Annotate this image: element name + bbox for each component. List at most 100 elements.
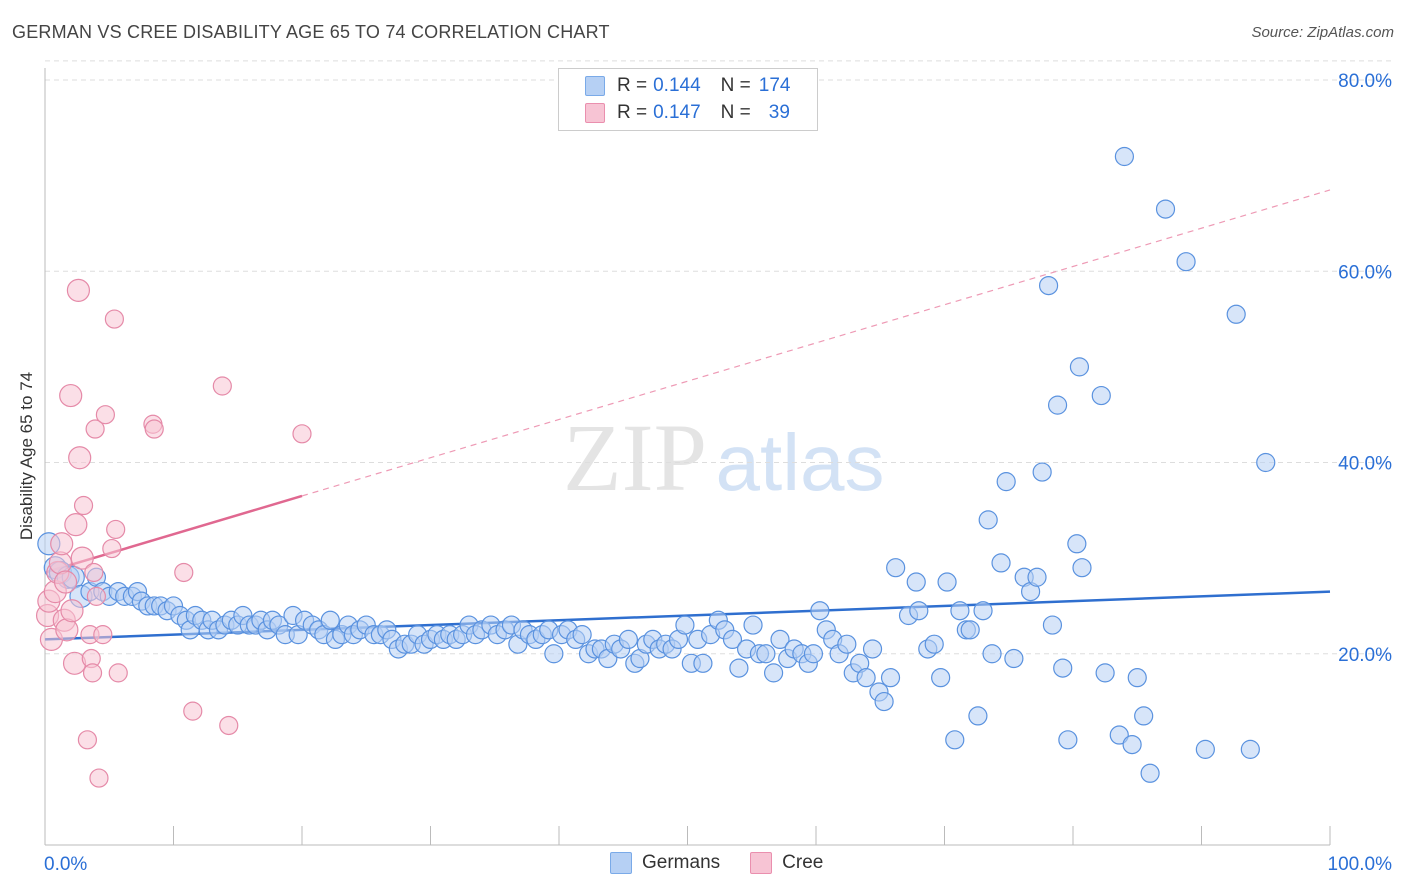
point-cree	[77, 730, 98, 750]
axes	[44, 68, 1331, 846]
point-germans	[320, 610, 340, 630]
point-germans	[1122, 734, 1142, 755]
bottom-legend-swatch-germans	[610, 852, 632, 874]
trend-line-cree-extension	[301, 189, 1331, 497]
point-cree	[84, 562, 104, 583]
point-germans	[756, 644, 776, 664]
x-tick-label-max: 100.0%	[1328, 854, 1393, 875]
point-germans	[973, 601, 993, 621]
points-cree	[35, 278, 312, 788]
legend-box: R = 0.144 N = 174 R = 0.147 N = 39	[558, 68, 818, 131]
legend-swatch-cree	[585, 103, 605, 123]
legend-n-label: N =	[720, 75, 751, 96]
point-germans	[978, 510, 998, 530]
point-germans	[1067, 534, 1087, 554]
point-germans	[874, 691, 894, 712]
point-germans	[1134, 706, 1154, 726]
point-germans	[1027, 567, 1047, 587]
point-cree	[292, 424, 312, 444]
point-cree	[85, 419, 105, 439]
legend-swatch-germans	[585, 76, 605, 96]
point-germans	[968, 706, 988, 726]
point-cree	[174, 562, 194, 583]
point-germans	[1155, 199, 1176, 219]
bottom-legend-swatch-cree	[750, 852, 773, 874]
legend-r-label: R =	[617, 75, 648, 96]
point-cree	[89, 768, 109, 788]
point-cree	[183, 701, 203, 721]
legend-n-label: N =	[720, 102, 751, 123]
grid-lines	[45, 60, 1392, 655]
x-tick-label-min: 0.0%	[44, 854, 87, 875]
point-germans	[1240, 739, 1260, 759]
point-germans	[924, 634, 944, 654]
point-cree	[104, 309, 124, 329]
point-germans	[1140, 763, 1160, 783]
point-germans	[675, 615, 695, 635]
point-germans	[1038, 275, 1059, 296]
point-cree	[60, 599, 84, 623]
point-germans	[722, 629, 743, 650]
point-germans	[945, 730, 965, 750]
point-germans	[862, 639, 883, 659]
legend-r-value-cree: 0.147	[653, 102, 701, 123]
point-germans	[1042, 615, 1063, 635]
point-germans	[763, 663, 784, 683]
point-cree	[73, 495, 94, 516]
point-germans	[1072, 558, 1092, 578]
point-germans	[1176, 252, 1196, 272]
point-cree	[82, 663, 103, 683]
point-germans	[1226, 304, 1246, 324]
point-cree	[106, 519, 126, 540]
point-germans	[810, 601, 830, 621]
point-germans	[1114, 146, 1135, 167]
y-axis-title: Disability Age 65 to 74	[17, 371, 36, 541]
point-germans	[856, 668, 876, 688]
point-germans	[880, 668, 901, 688]
point-cree	[86, 586, 107, 606]
tick-labels: 20.0% 40.0% 60.0% 80.0% 0.0% 100.0%	[44, 71, 1392, 875]
source-label: Source: ZipAtlas.com	[1251, 24, 1394, 41]
y-tick-label: 20.0%	[1338, 645, 1392, 666]
y-tick-label: 60.0%	[1338, 262, 1392, 283]
point-germans	[693, 653, 713, 673]
point-germans	[1095, 663, 1115, 683]
point-germans	[982, 644, 1002, 664]
bottom-legend-cree: Cree	[750, 852, 823, 874]
point-germans	[996, 472, 1016, 492]
point-cree	[95, 405, 115, 425]
point-germans	[1109, 725, 1129, 745]
point-germans	[1053, 658, 1073, 678]
point-germans	[837, 634, 857, 654]
legend-n-value-cree: 39	[768, 102, 790, 123]
point-germans	[909, 601, 929, 621]
legend-row-germans: R = 0.144 N = 174	[585, 73, 790, 99]
point-cree	[219, 715, 239, 736]
watermark: ZIP atlas	[563, 404, 884, 511]
point-germans	[950, 601, 970, 621]
point-germans	[770, 629, 790, 650]
point-germans	[572, 625, 592, 645]
legend-r-label: R =	[617, 102, 648, 123]
point-cree	[102, 538, 122, 559]
point-germans	[931, 668, 951, 688]
point-germans	[886, 558, 906, 578]
legend-r-value-germans: 0.144	[653, 75, 701, 96]
point-cree	[59, 383, 83, 408]
bottom-legend: Germans Cree	[610, 852, 853, 874]
point-germans	[544, 644, 564, 664]
point-germans	[937, 572, 957, 592]
point-germans	[803, 644, 824, 664]
bottom-legend-label-germans: Germans	[642, 852, 721, 873]
point-cree	[55, 618, 79, 642]
point-germans	[1256, 452, 1276, 473]
point-cree	[108, 663, 128, 683]
point-germans	[1069, 357, 1090, 377]
point-germans	[1127, 668, 1147, 688]
point-germans	[960, 620, 980, 640]
legend-row-cree: R = 0.147 N = 39	[585, 100, 790, 126]
point-germans	[906, 572, 926, 592]
point-cree	[66, 278, 91, 302]
point-germans	[729, 658, 749, 678]
